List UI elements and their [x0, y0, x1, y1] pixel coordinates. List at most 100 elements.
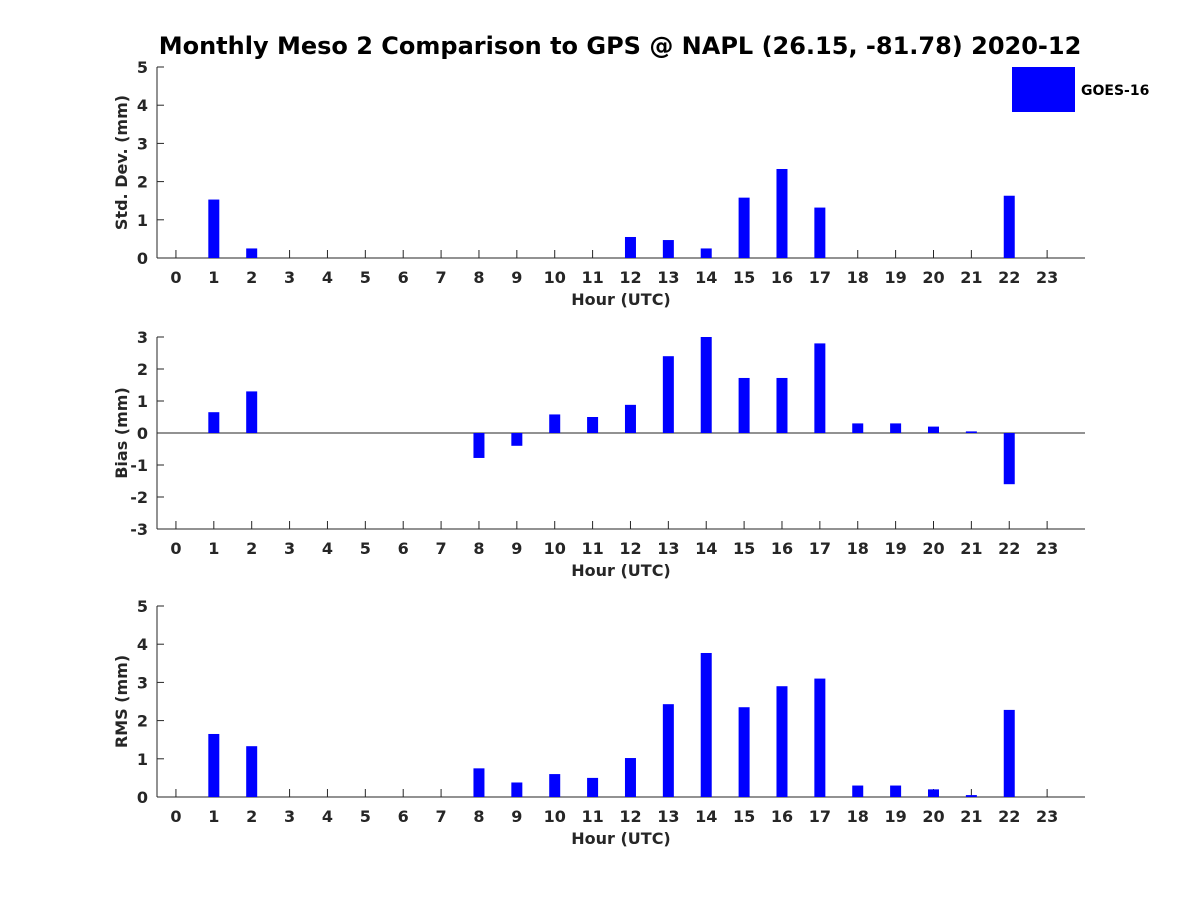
x-tick-label: 22 [998, 807, 1020, 826]
x-tick-label: 15 [733, 539, 755, 558]
x-tick-label: 14 [695, 268, 717, 287]
x-tick-label: 9 [511, 539, 522, 558]
bar [814, 207, 826, 258]
y-tick-label: 0 [137, 249, 148, 268]
bar [662, 704, 674, 797]
x-tick-label: 3 [284, 539, 295, 558]
x-tick-label: 7 [436, 539, 447, 558]
chart-title: Monthly Meso 2 Comparison to GPS @ NAPL … [159, 32, 1082, 60]
y-tick-label: 4 [137, 96, 148, 115]
bar [852, 423, 864, 433]
legend-label: GOES-16 [1081, 83, 1149, 99]
bar [662, 240, 674, 258]
x-tick-label: 1 [208, 268, 219, 287]
x-tick-label: 17 [809, 807, 831, 826]
x-tick-label: 8 [473, 268, 484, 287]
bar [208, 733, 220, 797]
bar [1003, 433, 1015, 485]
x-tick-label: 23 [1036, 807, 1058, 826]
x-tick-label: 21 [960, 268, 982, 287]
bar [965, 795, 977, 797]
bar [890, 423, 902, 433]
bar [776, 168, 788, 258]
x-tick-label: 9 [511, 807, 522, 826]
y-tick-label: 0 [137, 424, 148, 443]
bar [549, 414, 561, 433]
x-tick-label: 8 [473, 807, 484, 826]
y-axis-label: Bias (mm) [112, 387, 131, 479]
y-tick-label: 1 [137, 211, 148, 230]
x-tick-label: 4 [322, 807, 333, 826]
y-tick-label: 3 [137, 673, 148, 692]
bar [208, 199, 220, 258]
x-tick-label: 10 [544, 807, 566, 826]
x-tick-label: 0 [170, 807, 181, 826]
x-tick-label: 4 [322, 539, 333, 558]
x-tick-label: 23 [1036, 539, 1058, 558]
x-tick-label: 17 [809, 539, 831, 558]
bar [246, 746, 258, 797]
x-tick-label: 12 [619, 539, 641, 558]
x-tick-label: 0 [170, 268, 181, 287]
x-tick-label: 16 [771, 539, 793, 558]
y-tick-label: 1 [137, 392, 148, 411]
bar [473, 433, 485, 458]
y-tick-label: 0 [137, 788, 148, 807]
x-tick-label: 20 [922, 268, 944, 287]
bar [246, 248, 258, 258]
x-tick-label: 7 [436, 268, 447, 287]
bar [1003, 195, 1015, 258]
x-tick-label: 19 [884, 539, 906, 558]
x-tick-label: 21 [960, 539, 982, 558]
x-tick-label: 14 [695, 807, 717, 826]
bar [624, 758, 636, 797]
x-tick-label: 2 [246, 268, 257, 287]
x-tick-label: 1 [208, 539, 219, 558]
bar [1003, 709, 1015, 797]
bar [624, 404, 636, 433]
x-tick-label: 9 [511, 268, 522, 287]
x-tick-label: 13 [657, 807, 679, 826]
y-tick-label: 2 [137, 360, 148, 379]
x-axis-label: Hour (UTC) [571, 561, 671, 580]
y-tick-label: -1 [130, 456, 148, 475]
x-tick-label: 10 [544, 539, 566, 558]
x-tick-label: 18 [847, 268, 869, 287]
bar [965, 431, 977, 433]
bar [776, 686, 788, 797]
x-tick-label: 15 [733, 268, 755, 287]
bar [927, 426, 939, 433]
bar [246, 391, 258, 433]
x-tick-label: 13 [657, 539, 679, 558]
y-tick-label: -3 [130, 520, 148, 539]
y-axis-label: Std. Dev. (mm) [112, 95, 131, 230]
y-axis-label: RMS (mm) [112, 655, 131, 748]
x-tick-label: 7 [436, 807, 447, 826]
y-tick-label: 2 [137, 712, 148, 731]
bar [890, 785, 902, 797]
x-axis-label: Hour (UTC) [571, 829, 671, 848]
bar [549, 774, 561, 797]
y-tick-label: 1 [137, 750, 148, 769]
legend: GOES-16 [1012, 67, 1149, 112]
bar [700, 248, 712, 258]
x-tick-label: 20 [922, 807, 944, 826]
x-tick-label: 5 [360, 268, 371, 287]
bar [700, 337, 712, 433]
x-tick-label: 22 [998, 539, 1020, 558]
x-tick-label: 6 [398, 539, 409, 558]
x-tick-label: 3 [284, 268, 295, 287]
y-tick-label: 5 [137, 58, 148, 77]
x-tick-label: 20 [922, 539, 944, 558]
x-tick-label: 17 [809, 268, 831, 287]
x-tick-label: 2 [246, 807, 257, 826]
x-tick-label: 6 [398, 268, 409, 287]
bar [624, 236, 636, 258]
x-tick-label: 5 [360, 807, 371, 826]
x-tick-label: 19 [884, 268, 906, 287]
bar [814, 678, 826, 797]
